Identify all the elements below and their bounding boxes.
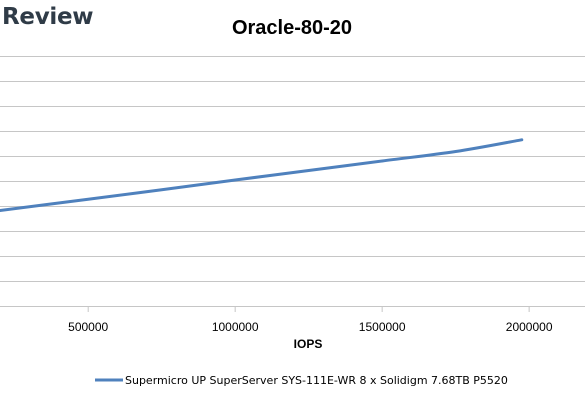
legend: Supermicro UP SuperServer SYS-111E-WR 8 …: [95, 374, 508, 387]
x-axis-label: IOPS: [294, 337, 323, 351]
gridlines: [0, 56, 585, 307]
x-tick-label: 1500000: [359, 320, 406, 334]
series-layer: [0, 138, 524, 212]
x-tick-label: 500000: [68, 320, 108, 334]
series-line: [0, 138, 524, 212]
brand-logo-text: Review: [2, 4, 94, 30]
legend-entry: Supermicro UP SuperServer SYS-111E-WR 8 …: [125, 374, 508, 387]
x-axis-ticks: 500000 1000000 1500000 2000000: [68, 306, 553, 334]
x-tick-label: 1000000: [212, 320, 259, 334]
x-tick-label: 2000000: [506, 320, 553, 334]
chart-title: Oracle-80-20: [232, 17, 352, 39]
